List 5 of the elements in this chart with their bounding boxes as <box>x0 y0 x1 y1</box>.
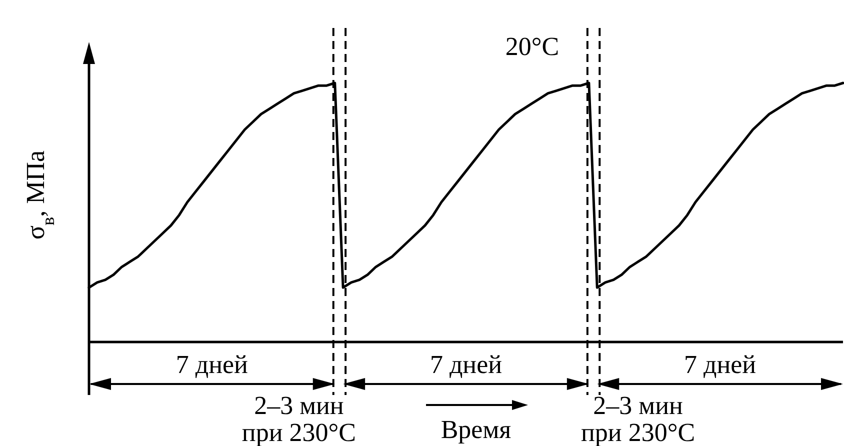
x-axis-title: Время <box>440 415 512 444</box>
text: 7 дней <box>430 350 502 379</box>
text: 7 дней <box>684 350 756 379</box>
text: 7 дней <box>176 350 248 379</box>
text: 20°C <box>505 32 560 61</box>
